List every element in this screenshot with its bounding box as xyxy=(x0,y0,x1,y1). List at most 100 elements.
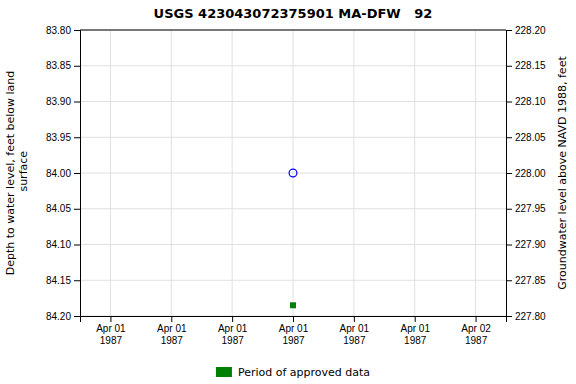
tick: 84.20 xyxy=(46,311,80,322)
tick-label: 84.20 xyxy=(46,311,71,322)
tick-mark xyxy=(506,66,512,67)
tick: 83.85 xyxy=(46,60,80,71)
tick-mark xyxy=(74,66,80,67)
tick-mark xyxy=(74,209,80,210)
tick-label: 84.05 xyxy=(46,203,71,214)
grid-line xyxy=(293,30,294,316)
tick-mark xyxy=(506,30,512,31)
tick-mark xyxy=(506,245,512,246)
tick-label: 227.90 xyxy=(515,239,546,250)
tick: Apr 011987 xyxy=(279,316,309,346)
tick-mark xyxy=(171,316,172,322)
tick: 83.80 xyxy=(46,25,80,36)
tick-mark xyxy=(232,316,233,322)
y-axis-label: Depth to water level, feet below land su… xyxy=(4,71,30,276)
tick-mark xyxy=(74,173,80,174)
tick-label: Apr 011987 xyxy=(400,323,430,346)
tick-mark xyxy=(74,137,80,138)
tick-label: 83.95 xyxy=(46,132,71,143)
tick: Apr 021987 xyxy=(461,316,491,346)
tick: 227.95 xyxy=(506,203,546,214)
tick-mark xyxy=(74,280,80,281)
tick: 228.00 xyxy=(506,168,546,179)
grid-line xyxy=(80,30,506,31)
tick-mark xyxy=(506,209,512,210)
tick: 84.15 xyxy=(46,275,80,286)
tick: 228.05 xyxy=(506,132,546,143)
tick-label: 84.00 xyxy=(46,168,71,179)
tick-label: 228.05 xyxy=(515,132,546,143)
tick-label: 228.00 xyxy=(515,168,546,179)
tick: 83.90 xyxy=(46,96,80,107)
tick: Apr 011987 xyxy=(96,316,126,346)
tick-label: Apr 011987 xyxy=(279,323,309,346)
tick-label: 228.20 xyxy=(515,25,546,36)
tick-mark xyxy=(110,316,111,322)
tick-label: 84.10 xyxy=(46,239,71,250)
plot: Apr 011987 Apr 011987 Apr 011987 Apr 011987… xyxy=(4,25,569,346)
tick: Apr 011987 xyxy=(340,316,370,346)
tick-label: 227.95 xyxy=(515,203,546,214)
legend-label: Period of approved data xyxy=(238,366,370,379)
tick-label: 83.80 xyxy=(46,25,71,36)
tick-mark xyxy=(293,316,294,322)
x-axis: Apr 011987 Apr 011987 Apr 011987 Apr 011987… xyxy=(81,316,507,346)
tick: Apr 011987 xyxy=(218,316,248,346)
grid-line xyxy=(475,30,476,316)
tick: Apr 011987 xyxy=(157,316,187,346)
tick: 84.05 xyxy=(46,203,80,214)
tick: 84.00 xyxy=(46,168,80,179)
tick-mark xyxy=(506,137,512,138)
tick: 228.20 xyxy=(506,25,546,36)
tick-mark xyxy=(506,102,512,103)
tick-label: 83.85 xyxy=(46,60,71,71)
marks xyxy=(289,169,297,308)
tick-label: Apr 011987 xyxy=(340,323,370,346)
grid-line xyxy=(232,30,233,316)
tick-mark xyxy=(476,316,477,322)
tick: 228.15 xyxy=(506,60,546,71)
tick: 84.10 xyxy=(46,239,80,250)
legend-item: Period of approved data xyxy=(216,366,370,379)
tick: Apr 011987 xyxy=(400,316,430,346)
legend-swatch xyxy=(216,367,232,377)
tick-label: 228.10 xyxy=(515,96,546,107)
tick: 228.10 xyxy=(506,96,546,107)
tick-mark xyxy=(74,316,80,317)
tick-label: Apr 021987 xyxy=(461,323,491,346)
legend: Period of approved data xyxy=(216,366,370,379)
tick-mark xyxy=(74,30,80,31)
tick-label: 228.15 xyxy=(515,60,546,71)
chart: Apr 011987 Apr 011987 Apr 011987 Apr 011987… xyxy=(0,0,576,384)
y-axis: 83.80 83.85 83.90 83.95 84.00 84.05 84.10 84.15… xyxy=(46,25,81,322)
tick-label: Apr 011987 xyxy=(157,323,187,346)
y2-axis-label: Groundwater level above NAVD 1988, feet xyxy=(556,56,569,290)
tick: 227.85 xyxy=(506,275,546,286)
tick: 227.80 xyxy=(506,311,546,322)
tick-label: 84.15 xyxy=(46,275,71,286)
tick-label: Apr 011987 xyxy=(96,323,126,346)
square-point xyxy=(290,302,296,308)
grid-line xyxy=(353,30,354,316)
tick-label: 227.80 xyxy=(515,311,546,322)
title: USGS 423043072375901 MA-DFW 92 xyxy=(154,6,433,21)
grid-line xyxy=(414,30,415,316)
axis-line xyxy=(81,317,507,323)
tick-label: 83.90 xyxy=(46,96,71,107)
tick-mark xyxy=(506,173,512,174)
grid-line xyxy=(110,30,111,316)
tick-mark xyxy=(74,245,80,246)
tick-label: 227.85 xyxy=(515,275,546,286)
axis-line xyxy=(74,31,81,317)
tick-mark xyxy=(506,280,512,281)
tick-mark xyxy=(415,316,416,322)
axis-line xyxy=(507,31,513,317)
tick-mark xyxy=(354,316,355,322)
tick-mark xyxy=(506,316,512,317)
frame xyxy=(80,30,506,31)
y2-axis: 228.20 228.15 228.10 228.05 228.00 227.95 227.… xyxy=(506,25,546,322)
tick-mark xyxy=(74,102,80,103)
grid xyxy=(80,30,506,316)
tick-label: Apr 011987 xyxy=(218,323,248,346)
tick: 83.95 xyxy=(46,132,80,143)
